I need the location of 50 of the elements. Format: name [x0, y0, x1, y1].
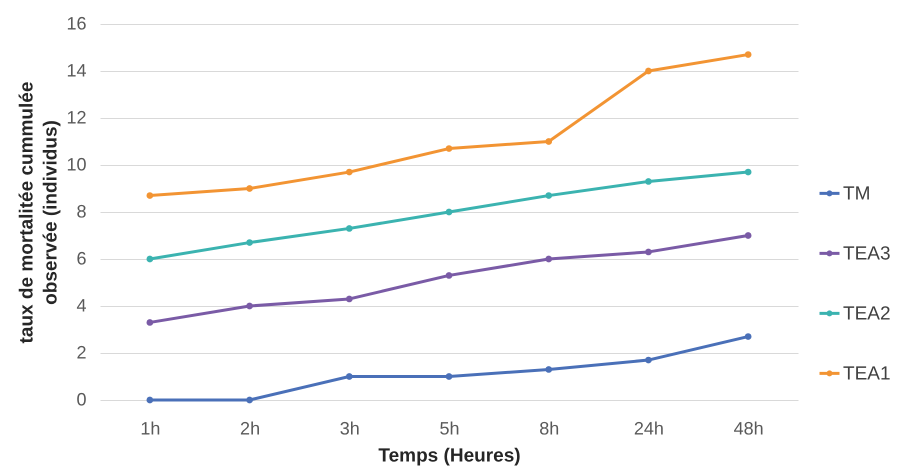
- point: [446, 373, 452, 380]
- x-tick-label: 2h: [240, 418, 260, 438]
- y-tick-label: 8: [76, 202, 86, 222]
- point: [744, 51, 752, 58]
- point: [744, 232, 752, 239]
- point: [246, 239, 253, 246]
- point: [346, 373, 353, 380]
- point: [744, 168, 752, 176]
- y-tick-label: 16: [66, 14, 86, 34]
- point: [446, 145, 452, 152]
- legend-label: TEA1: [843, 363, 891, 384]
- x-tick-label: 48h: [734, 418, 764, 438]
- point: [146, 192, 154, 199]
- x-axis-title: Temps (Heures): [378, 446, 521, 466]
- point: [146, 256, 154, 262]
- y-tick-label: 12: [66, 108, 86, 128]
- x-tick-label: 3h: [340, 418, 360, 438]
- point: [146, 396, 154, 404]
- y-tick-label: 4: [76, 296, 86, 316]
- legend-label: TEA2: [843, 303, 891, 324]
- point: [246, 185, 253, 192]
- y-tick-label: 0: [76, 390, 86, 410]
- y-tick-label: 10: [66, 154, 86, 174]
- x-tick-label: 5h: [439, 418, 460, 438]
- point: [645, 68, 652, 74]
- legend-label: TEA3: [843, 243, 891, 264]
- point: [545, 366, 552, 373]
- point: [346, 168, 353, 176]
- point: [645, 248, 652, 256]
- point: [545, 256, 552, 262]
- point: [446, 272, 452, 279]
- y-tick-label: 14: [66, 60, 86, 80]
- y-tick-label: 6: [76, 248, 86, 268]
- point: [545, 192, 552, 199]
- point: [146, 319, 154, 326]
- point: [545, 138, 552, 145]
- point: [246, 396, 253, 404]
- point: [744, 333, 752, 340]
- point: [645, 356, 652, 364]
- x-tick-label: 8h: [539, 418, 560, 438]
- point: [645, 178, 652, 185]
- point: [346, 296, 353, 302]
- x-tick-label: 1h: [140, 418, 160, 438]
- y-tick-label: 2: [76, 342, 86, 362]
- point: [346, 225, 353, 232]
- point: [246, 302, 253, 310]
- point: [446, 208, 452, 216]
- legend-label: TM: [843, 183, 870, 204]
- y-axis-title: taux de mortalitée cummulée observée (individus): [16, 82, 62, 344]
- x-tick-label: 24h: [634, 418, 664, 438]
